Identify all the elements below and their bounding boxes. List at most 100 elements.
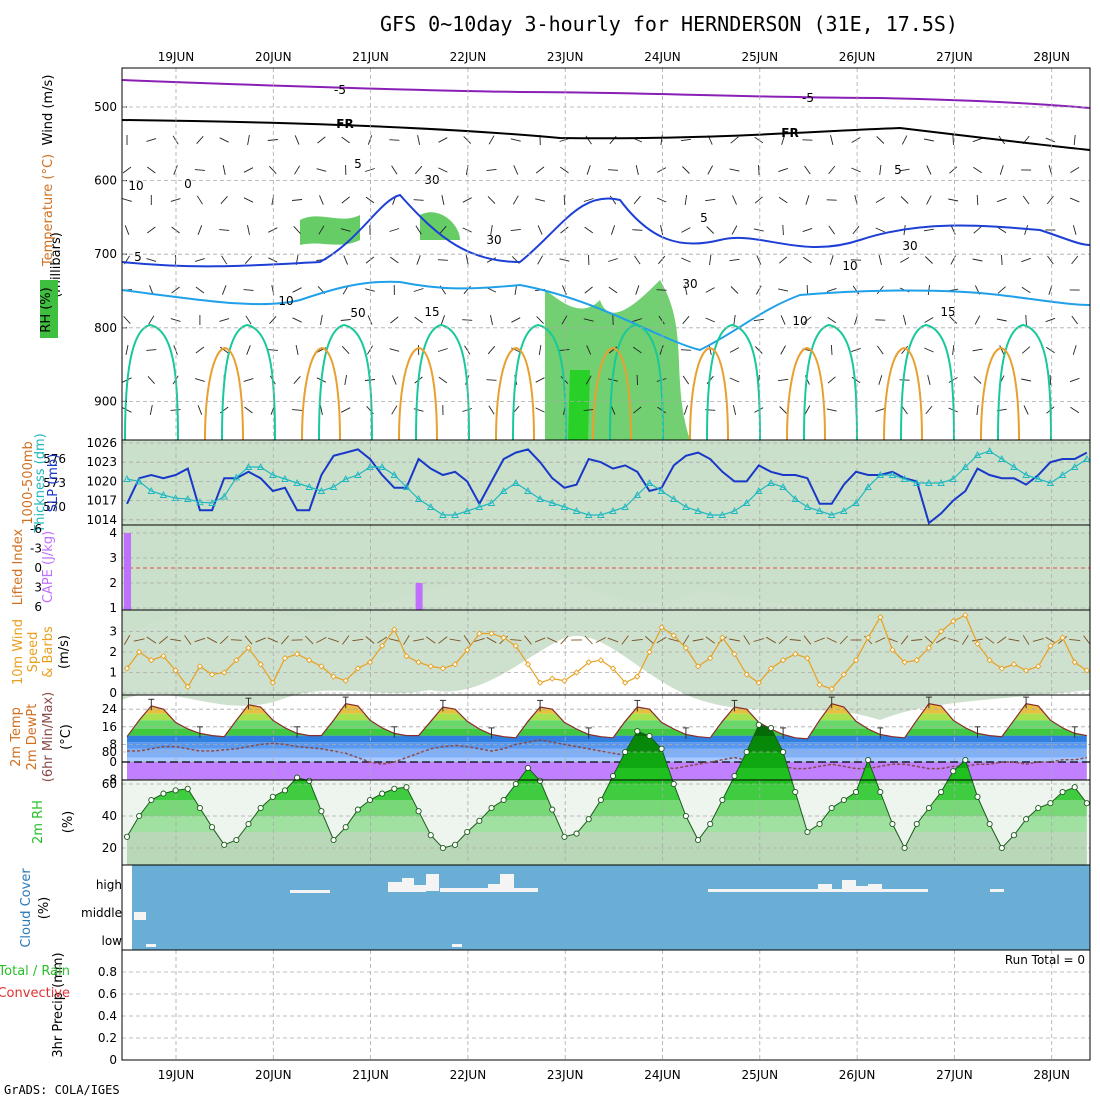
rh-marker bbox=[245, 820, 252, 828]
wind10m-marker bbox=[755, 679, 762, 686]
rh-marker bbox=[901, 844, 908, 852]
wind-barb bbox=[705, 287, 715, 293]
wind10m-marker bbox=[500, 634, 507, 641]
wind10m-barb bbox=[328, 637, 339, 643]
wind-barb bbox=[535, 377, 545, 383]
contour-label: 10 bbox=[278, 294, 293, 308]
wind10m-barb bbox=[305, 635, 314, 645]
rh-shade-green bbox=[420, 212, 460, 240]
wind-barb bbox=[537, 225, 543, 235]
contour-20-segment bbox=[980, 346, 1020, 441]
contour-label: -5 bbox=[802, 91, 814, 105]
thickness-marker bbox=[426, 503, 435, 510]
wind-barb bbox=[876, 136, 885, 144]
wind-barb bbox=[197, 225, 203, 235]
temp-band bbox=[127, 762, 1087, 780]
wind-barb bbox=[805, 195, 810, 205]
rh-marker bbox=[524, 764, 532, 772]
rh-marker bbox=[330, 836, 337, 844]
wind-barb bbox=[197, 405, 203, 415]
wind-barb bbox=[756, 285, 762, 295]
contour-label: FR bbox=[336, 117, 353, 131]
rh-marker bbox=[439, 844, 446, 852]
wind10m-marker bbox=[136, 648, 143, 656]
wind-barb bbox=[319, 405, 323, 415]
cloud-block bbox=[414, 885, 426, 892]
wind10m-marker bbox=[585, 659, 592, 666]
rh-shade-bright bbox=[568, 370, 590, 440]
wind-barb bbox=[997, 286, 1006, 294]
thickness-marker bbox=[1046, 479, 1055, 486]
wind-barb bbox=[851, 376, 861, 384]
rh-marker bbox=[609, 772, 617, 780]
thickness-marker bbox=[621, 503, 629, 510]
wind-barb bbox=[243, 289, 254, 291]
wind-tick: 1 bbox=[109, 666, 117, 680]
thickness-marker bbox=[633, 491, 642, 498]
wind10m-barb bbox=[985, 636, 995, 644]
thickness-marker bbox=[135, 477, 143, 485]
wind-barb bbox=[632, 229, 643, 231]
wind-barb bbox=[269, 316, 277, 324]
wind-barb bbox=[780, 315, 786, 325]
wind10m-barb bbox=[388, 638, 400, 642]
contour-20-segment bbox=[301, 346, 341, 441]
wind-barb bbox=[681, 227, 691, 233]
wind-barb bbox=[927, 374, 931, 386]
wind-barb bbox=[706, 226, 715, 234]
li-axis-label: Lifted Index bbox=[11, 528, 26, 605]
wind-barb bbox=[633, 195, 641, 205]
wind-barb bbox=[656, 197, 667, 203]
wind-barb bbox=[194, 258, 205, 262]
cape-bars bbox=[124, 533, 423, 610]
wind-barb bbox=[802, 227, 813, 233]
contour-20-segment bbox=[495, 346, 535, 441]
thickness-marker bbox=[949, 475, 957, 482]
wind-barb bbox=[219, 346, 229, 354]
wind-barb bbox=[877, 345, 884, 355]
wind10m-barb bbox=[656, 636, 667, 644]
thickness-marker bbox=[244, 463, 253, 470]
contour-labels: -5 -5 FR FR 0 5 5 5 5 10 10 15 15 10 30 30 30 50 10 30 bbox=[128, 83, 955, 328]
date-label-bottom: 20JUN bbox=[255, 1068, 292, 1082]
wind-barb bbox=[171, 286, 180, 294]
wind-barb bbox=[830, 344, 833, 356]
date-label-bottom: 19JUN bbox=[158, 1068, 195, 1082]
minmax-axis-label: (6hr Min/Max) bbox=[41, 692, 56, 782]
wind-barb bbox=[634, 255, 641, 265]
wind10m-barb bbox=[316, 637, 327, 643]
wind-barb bbox=[976, 194, 979, 206]
thickness-marker bbox=[196, 498, 204, 506]
wind10m-barb bbox=[255, 637, 266, 643]
thickness-marker bbox=[584, 511, 593, 518]
thickness-marker bbox=[973, 451, 982, 458]
wind-barb bbox=[462, 227, 472, 233]
wind-barb bbox=[878, 375, 883, 385]
wind10m-marker bbox=[439, 665, 447, 672]
wind10m-barb bbox=[194, 637, 206, 643]
thickness-marker bbox=[536, 495, 544, 502]
wind-barb bbox=[486, 379, 497, 381]
wind-barb bbox=[632, 318, 643, 322]
wind10m-marker bbox=[184, 683, 191, 690]
cape-axis-label: CAPE (J/kg) bbox=[41, 531, 56, 603]
thickness-marker bbox=[755, 487, 763, 494]
wind-barb bbox=[535, 407, 545, 413]
slp-axis-label: SLP (mb) bbox=[46, 454, 61, 513]
wind-barb bbox=[490, 315, 493, 325]
rh-band bbox=[127, 800, 1087, 816]
wind-barb bbox=[1001, 254, 1003, 266]
wind-barb bbox=[220, 196, 228, 204]
wind10m-barb bbox=[365, 636, 375, 644]
rh-marker bbox=[780, 748, 787, 756]
wind-barb bbox=[367, 345, 373, 355]
cloud-block bbox=[134, 912, 146, 920]
wind10m-barb bbox=[765, 636, 776, 644]
wind-barb bbox=[683, 405, 688, 415]
wind-barb bbox=[365, 288, 375, 292]
wind-barb bbox=[462, 319, 473, 321]
wind-barb bbox=[682, 315, 690, 325]
wind-barb bbox=[1071, 255, 1079, 265]
wind-barb bbox=[170, 409, 181, 411]
